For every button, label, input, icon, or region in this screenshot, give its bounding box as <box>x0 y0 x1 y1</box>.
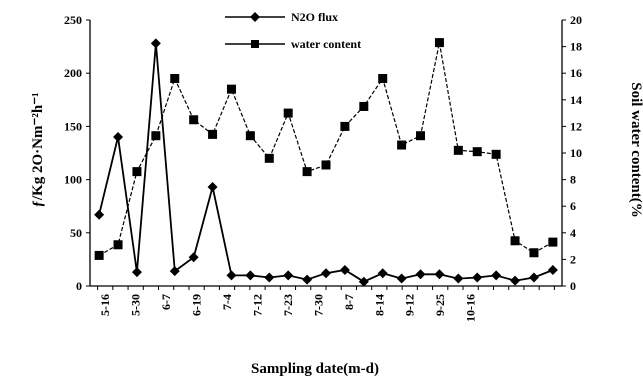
left-axis-title: ƒ/Kg 2O·Nm⁻²h⁻¹ <box>30 92 46 207</box>
n2o-point <box>169 266 180 277</box>
right-axis-title: Soil water content(% <box>628 82 643 218</box>
n2o-point <box>491 270 502 281</box>
n2o-point <box>434 269 445 280</box>
right-tick-label: 0 <box>570 279 576 293</box>
n2o-point <box>94 209 105 220</box>
legend-marker-square <box>251 40 259 48</box>
n2o-point <box>547 265 558 276</box>
x-tick-label: 8-14 <box>372 294 386 316</box>
right-tick-label: 4 <box>570 226 576 240</box>
left-axis: 0 50 100 150 200 250 <box>64 13 90 293</box>
left-tick-label: 50 <box>70 226 82 240</box>
n2o-point <box>302 274 313 285</box>
x-tick-label: 9-12 <box>403 294 417 316</box>
series-water-content <box>94 38 558 260</box>
water-point <box>151 131 161 141</box>
n2o-point <box>283 270 294 281</box>
right-tick-label: 18 <box>570 40 582 54</box>
n2o-point <box>245 270 256 281</box>
x-tick-label: 5-30 <box>129 294 143 316</box>
n2o-point <box>113 132 124 143</box>
left-tick-label: 100 <box>64 173 82 187</box>
water-point <box>226 84 236 94</box>
n2o-point <box>528 272 539 283</box>
n2o-point <box>472 272 483 283</box>
water-point <box>94 250 104 260</box>
water-point <box>189 115 199 125</box>
x-tick-label: 9-25 <box>433 294 447 316</box>
right-tick-label: 12 <box>570 119 582 133</box>
left-tick-label: 150 <box>64 119 82 133</box>
x-tick-label: 7-30 <box>311 294 325 316</box>
x-tick-label: 7-12 <box>250 294 264 316</box>
left-tick-label: 200 <box>64 66 82 80</box>
x-tick-label: 6-19 <box>190 294 204 316</box>
water-point <box>453 145 463 155</box>
x-tick-label: 8-7 <box>342 294 356 310</box>
water-point <box>472 147 482 157</box>
water-point <box>170 74 180 84</box>
x-axis-title: Sampling date(m-d) <box>251 361 379 377</box>
right-tick-label: 8 <box>570 173 576 187</box>
legend: N2O flux water content <box>225 10 361 51</box>
water-point <box>340 121 350 131</box>
series-n2o-flux <box>94 38 558 287</box>
water-point <box>321 160 331 170</box>
water-point <box>302 167 312 177</box>
n2o-point <box>358 276 369 287</box>
water-point <box>416 131 426 141</box>
right-tick-label: 6 <box>570 199 576 213</box>
right-tick-label: 16 <box>570 66 582 80</box>
n2o-point <box>207 182 218 193</box>
water-point <box>132 167 142 177</box>
right-tick-label: 14 <box>570 93 582 107</box>
water-point <box>359 101 369 111</box>
n2o-point <box>321 268 331 279</box>
water-point <box>510 236 520 246</box>
right-tick-label: 2 <box>570 252 576 266</box>
plot-frame <box>89 20 563 287</box>
water-point <box>245 131 255 141</box>
water-point <box>264 153 274 163</box>
n2o-point <box>396 273 407 284</box>
n2o-point <box>264 272 275 283</box>
left-tick-label: 250 <box>64 13 82 27</box>
water-point <box>491 149 501 159</box>
water-point <box>529 248 539 258</box>
n2o-point <box>339 265 350 276</box>
n2o-point <box>510 275 521 286</box>
n2o-point <box>453 273 464 284</box>
right-axis: 0 2 4 6 8 10 12 14 16 18 20 <box>562 13 582 293</box>
series-layer <box>94 38 558 287</box>
n2o-point <box>188 252 199 263</box>
series-line <box>98 42 554 256</box>
left-tick-label: 0 <box>76 279 82 293</box>
water-point <box>434 38 444 48</box>
x-tick-label: 7-4 <box>220 294 234 310</box>
right-tick-label: 20 <box>570 13 582 27</box>
legend-label: water content <box>291 37 361 51</box>
water-point <box>208 129 218 139</box>
x-tick-label: 10-16 <box>464 294 478 322</box>
water-point <box>548 237 558 247</box>
legend-label: N2O flux <box>291 10 338 24</box>
water-point <box>113 240 123 250</box>
right-tick-label: 10 <box>570 146 582 160</box>
x-tick-label: 7-23 <box>281 294 295 316</box>
legend-marker-diamond <box>250 12 260 22</box>
legend-item: water content <box>225 37 361 51</box>
x-tick-label: 5-16 <box>98 294 112 316</box>
n2o-point <box>150 38 161 49</box>
water-point <box>283 108 293 118</box>
legend-item: N2O flux <box>225 10 338 24</box>
water-point <box>378 74 388 84</box>
n2o-point <box>131 267 142 278</box>
n2o-point <box>415 269 426 280</box>
x-axis: 5-16 5-30 6-7 6-19 7-4 7-12 7-23 7-30 8-7 8-14 9-1… <box>97 286 555 322</box>
x-tick-label: 6-7 <box>159 294 173 310</box>
n2o-point <box>226 270 237 281</box>
water-point <box>397 140 407 150</box>
n2o-point <box>377 268 388 279</box>
